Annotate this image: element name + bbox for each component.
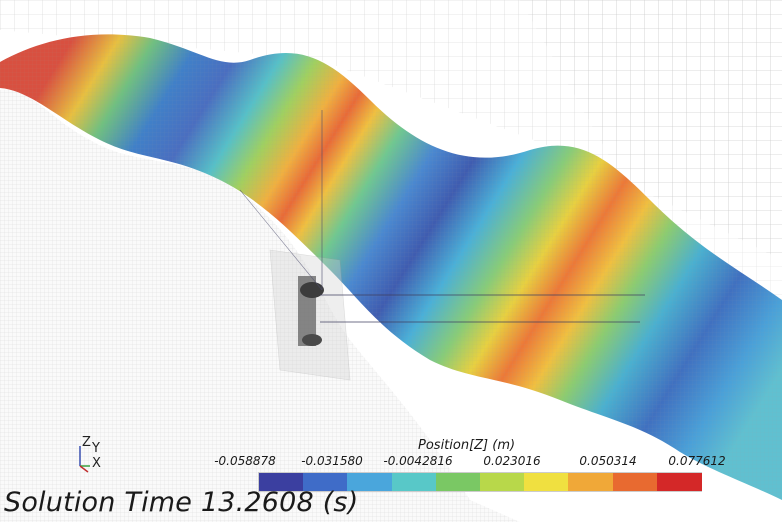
- legend-tick: -0.0042816: [383, 454, 453, 468]
- colorbar-segment: [612, 473, 658, 491]
- legend-tick: -0.031580: [301, 454, 363, 468]
- axes-triad-icon: [79, 446, 90, 473]
- color-legend: Position[Z] (m) -0.058878 -0.031580 -0.0…: [198, 438, 726, 498]
- mesh-side-wall: [0, 89, 520, 522]
- solution-time-label: Solution Time 13.2608 (s): [4, 487, 359, 518]
- axes-triad: Z Y X: [70, 436, 130, 478]
- colorbar-segment: [259, 473, 305, 491]
- legend-tick: 0.050314: [579, 454, 637, 468]
- legend-tick: -0.058878: [214, 454, 276, 468]
- colorbar-segment: [303, 473, 349, 491]
- colorbar-segment: [435, 473, 481, 491]
- colorbar-segment: [347, 473, 393, 491]
- floating-body: [239, 110, 645, 381]
- axis-x-label: X: [92, 456, 101, 471]
- colorbar-segment: [391, 473, 437, 491]
- axis-z-label: Z: [82, 435, 91, 450]
- axis-y-label: Y: [92, 441, 100, 456]
- legend-colorbar: [258, 472, 702, 492]
- colorbar-segment: [480, 473, 526, 491]
- legend-tick: 0.077612: [668, 454, 726, 468]
- colorbar-segment: [524, 473, 570, 491]
- colorbar-segment: [568, 473, 614, 491]
- legend-tick: 0.023016: [483, 454, 541, 468]
- free-surface: [0, 34, 782, 501]
- colorbar-segment: [656, 473, 702, 491]
- legend-title: Position[Z] (m): [418, 438, 516, 453]
- mesh-background: [0, 0, 782, 300]
